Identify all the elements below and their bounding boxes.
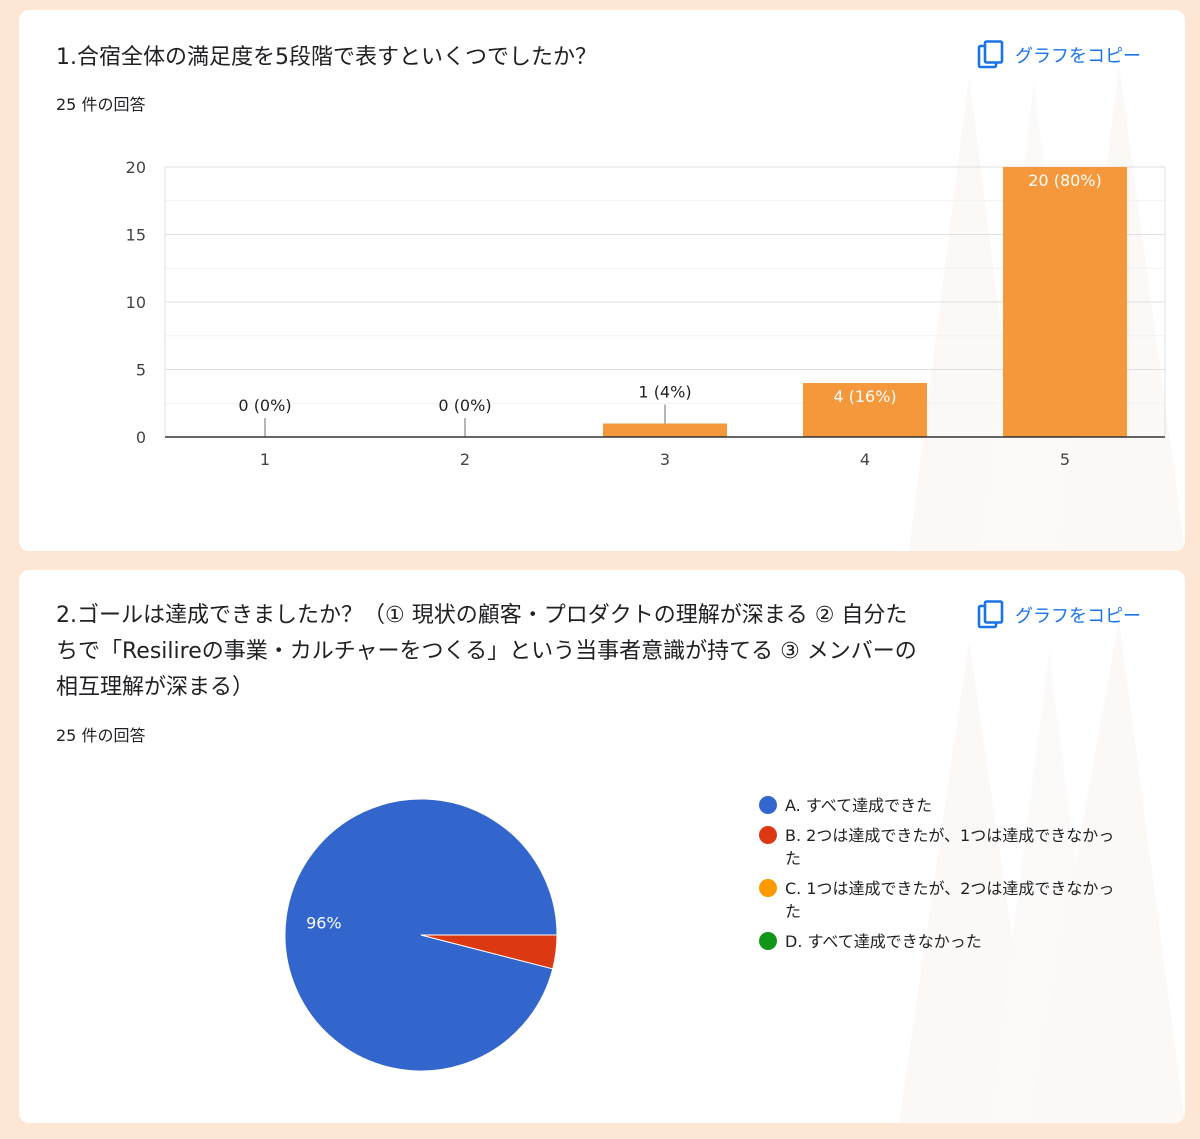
legend-item: B. 2つは達成できたが、1つは達成できなかった: [759, 824, 1119, 870]
response-count: 25 件の回答: [56, 726, 146, 745]
data-label: 0 (0%): [238, 396, 291, 415]
question-card-1: 1.合宿全体の満足度を5段階で表すといくつでしたか？ 25 件の回答 グラフをコ…: [19, 10, 1185, 551]
pie-slice-b: [420, 934, 558, 970]
bar-3: [603, 423, 727, 437]
copy-icon: [977, 40, 1004, 69]
copy-chart-label: グラフをコピー: [1015, 606, 1141, 627]
y-tick-label: 5: [136, 361, 146, 380]
copy-chart-button[interactable]: グラフをコピー: [977, 600, 1141, 630]
legend-label: B. 2つは達成できたが、1つは達成できなかった: [785, 826, 1115, 868]
question-title: 2.ゴールは達成できましたか？（① 現状の顧客・プロダクトの理解が深まる ② 自…: [56, 603, 917, 700]
bar-5: [1003, 167, 1127, 437]
legend-swatch: [759, 932, 777, 950]
legend-label: D. すべて達成できなかった: [785, 932, 982, 951]
copy-chart-button[interactable]: グラフをコピー: [977, 40, 1141, 70]
copy-icon: [977, 600, 1004, 629]
legend-item: C. 1つは達成できたが、2つは達成できなかった: [759, 877, 1119, 923]
legend-swatch: [759, 796, 777, 814]
pie-chart: 96%: [284, 798, 558, 1072]
question-card-2: 2.ゴールは達成できましたか？（① 現状の顧客・プロダクトの理解が深まる ② 自…: [19, 570, 1185, 1123]
response-count: 25 件の回答: [56, 95, 146, 114]
legend-swatch: [759, 879, 777, 897]
x-tick-label: 1: [260, 450, 270, 469]
y-tick-label: 10: [126, 293, 146, 312]
legend-label: A. すべて達成できた: [785, 796, 933, 815]
bar-chart: 0 5 10 15 20 0 (0%) 1 0 (0%) 2 1 (4%) 3 4 (16%) 4 20 …: [126, 158, 1166, 469]
x-tick-label: 4: [860, 450, 870, 469]
legend-swatch: [759, 826, 777, 844]
copy-chart-label: グラフをコピー: [1015, 46, 1141, 67]
data-label: 0 (0%): [438, 396, 491, 415]
y-tick-label: 20: [126, 158, 146, 177]
x-tick-label: 5: [1060, 450, 1070, 469]
data-label: 1 (4%): [638, 383, 691, 402]
legend-item: D. すべて達成できなかった: [759, 930, 1119, 953]
data-label: 20 (80%): [1028, 171, 1102, 190]
data-label: 4 (16%): [833, 387, 896, 406]
legend-item: A. すべて達成できた: [759, 794, 1119, 817]
x-tick-label: 3: [660, 450, 670, 469]
pie-slice-label: 96%: [306, 914, 342, 933]
y-tick-label: 0: [136, 428, 146, 447]
bar-4: [803, 383, 927, 437]
question-title: 1.合宿全体の満足度を5段階で表すといくつでしたか？: [56, 45, 597, 70]
pie-legend: A. すべて達成できた B. 2つは達成できたが、1つは達成できなかった C. 1つ…: [759, 794, 1119, 960]
x-tick-label: 2: [460, 450, 470, 469]
legend-label: C. 1つは達成できたが、2つは達成できなかった: [785, 879, 1115, 921]
y-tick-label: 15: [126, 226, 146, 245]
